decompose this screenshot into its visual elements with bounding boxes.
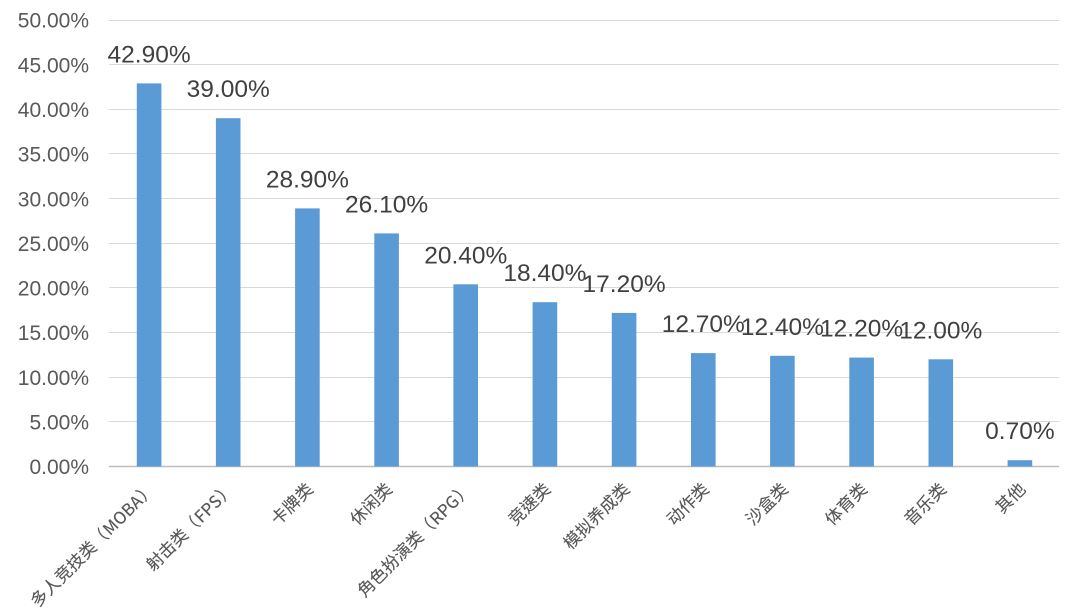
svg-text:30.00%: 30.00% — [18, 188, 89, 211]
svg-text:45.00%: 45.00% — [18, 54, 89, 77]
svg-text:17.20%: 17.20% — [583, 271, 666, 298]
svg-text:20.00%: 20.00% — [18, 278, 89, 301]
svg-text:42.90%: 42.90% — [108, 41, 191, 68]
svg-text:40.00%: 40.00% — [18, 99, 89, 122]
svg-text:12.00%: 12.00% — [899, 317, 982, 344]
svg-text:12.70%: 12.70% — [662, 311, 745, 338]
svg-text:28.90%: 28.90% — [266, 166, 349, 193]
svg-text:0.70%: 0.70% — [985, 418, 1054, 445]
svg-text:39.00%: 39.00% — [187, 76, 270, 103]
svg-text:25.00%: 25.00% — [18, 233, 89, 256]
svg-text:0.00%: 0.00% — [29, 456, 89, 479]
svg-text:10.00%: 10.00% — [18, 367, 89, 390]
svg-text:12.40%: 12.40% — [741, 314, 824, 341]
svg-text:35.00%: 35.00% — [18, 144, 89, 167]
svg-text:5.00%: 5.00% — [29, 412, 89, 435]
svg-text:26.10%: 26.10% — [345, 191, 428, 218]
svg-text:50.00%: 50.00% — [18, 10, 89, 33]
svg-text:15.00%: 15.00% — [18, 322, 89, 345]
svg-text:20.40%: 20.40% — [424, 242, 507, 269]
svg-text:18.40%: 18.40% — [503, 260, 586, 287]
svg-text:12.20%: 12.20% — [820, 316, 903, 343]
